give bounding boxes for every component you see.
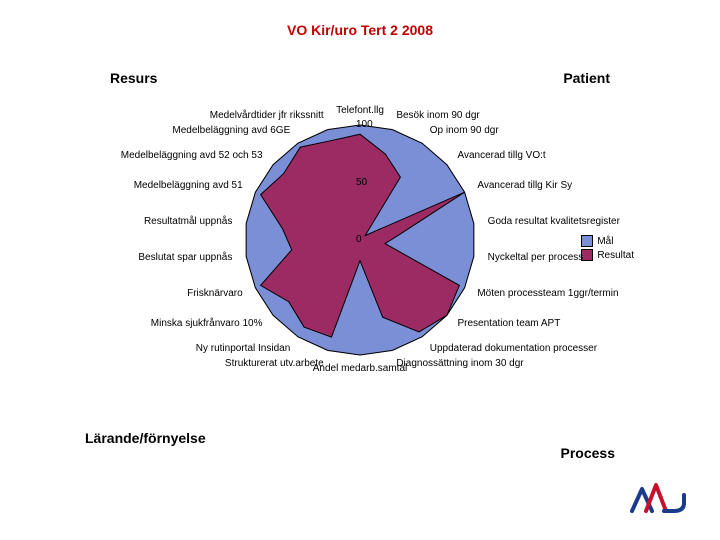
- legend-label-mal: Mål: [597, 236, 613, 247]
- axis-label: Op inom 90 dgr: [430, 125, 499, 136]
- chart-title: VO Kir/uro Tert 2 2008: [0, 22, 720, 38]
- logo-svg: [630, 481, 690, 517]
- axis-label: Resultatmål uppnås: [144, 216, 232, 227]
- axis-label: Medelbeläggning avd 52 och 53: [121, 150, 263, 161]
- legend-item-resultat: Resultat: [581, 249, 634, 261]
- axis-label: Medelbeläggning avd 6GE: [172, 125, 290, 136]
- radar-chart: Mål Resultat 050100Telefont.llgBesök ino…: [80, 55, 640, 425]
- axis-label: Frisknärvaro: [187, 288, 243, 299]
- legend-swatch-mal: [581, 235, 593, 247]
- axis-label: Besök inom 90 dgr: [396, 110, 479, 121]
- axis-label: Avancerad tillg Kir Sy: [477, 180, 572, 191]
- axis-label: Minska sjukfrånvaro 10%: [151, 318, 263, 329]
- legend-item-mal: Mål: [581, 235, 634, 247]
- legend: Mål Resultat: [581, 233, 634, 263]
- axis-label: Ny rutinportal Insidan: [196, 343, 291, 354]
- chart-title-text: VO Kir/uro Tert 2 2008: [287, 22, 433, 38]
- axis-label: Strukturerat utv.arbete: [225, 358, 324, 369]
- axis-label: Presentation team APT: [457, 318, 560, 329]
- quadrant-process: Process: [561, 445, 615, 461]
- axis-label: Medelbeläggning avd 51: [134, 180, 243, 191]
- logo: [630, 481, 690, 522]
- ring-label: 100: [356, 119, 373, 130]
- quadrant-larande: Lärande/förnyelse: [85, 430, 206, 446]
- axis-label: Uppdaterad dokumentation processer: [430, 343, 597, 354]
- axis-label: Beslutat spar uppnås: [138, 252, 232, 263]
- axis-label: Medelvårdtider jfr rikssnitt: [210, 110, 324, 121]
- ring-label: 50: [356, 177, 367, 188]
- legend-label-resultat: Resultat: [597, 250, 634, 261]
- axis-label: Goda resultat kvalitetsregister: [488, 216, 620, 227]
- ring-label: 0: [356, 234, 362, 245]
- axis-label: Avancerad tillg VO:t: [457, 150, 545, 161]
- axis-label: Nyckeltal per process: [488, 252, 584, 263]
- axis-label: Möten processteam 1ggr/termin: [477, 288, 618, 299]
